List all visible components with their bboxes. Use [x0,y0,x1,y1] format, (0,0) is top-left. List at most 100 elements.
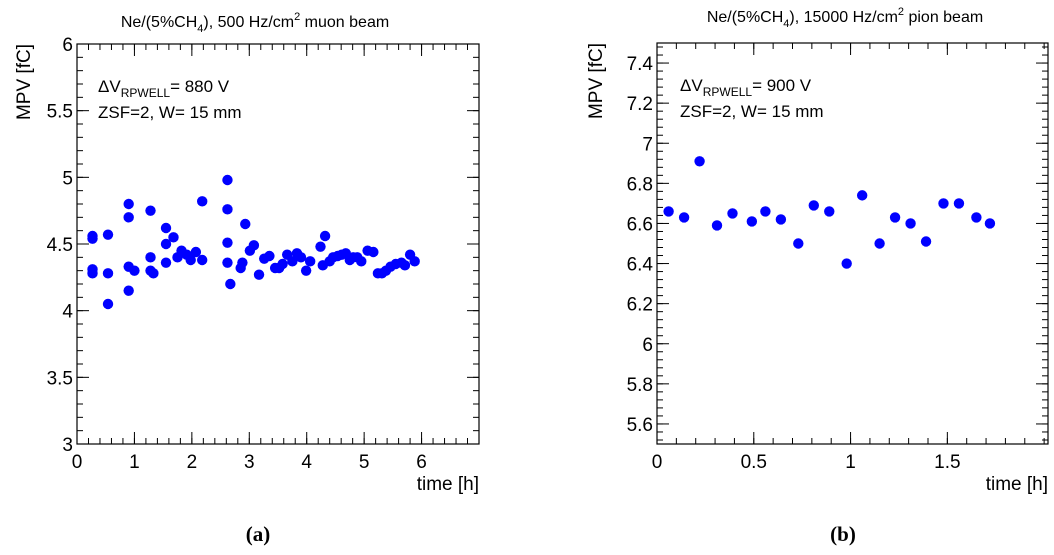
data-point [222,174,233,186]
x-tick-label: 4 [301,452,312,473]
data-point [727,208,738,219]
panel-a-title: Ne/(5%CH4), 500 Hz/cm2 muon beam [121,11,389,35]
y-tick-label: 6.6 [627,214,653,235]
y-tick-label: 6.4 [627,255,654,276]
data-point [889,212,901,223]
data-point [905,218,916,229]
data-point [222,257,233,268]
data-point [196,196,208,207]
panel-a-caption: (a) [246,522,271,546]
x-tick-label: 1 [129,452,140,473]
data-point [304,256,316,267]
data-point [102,268,114,279]
x-tick-label: 1.5 [934,452,960,473]
data-point [196,254,208,266]
data-point [145,252,156,263]
x-tick-label: 0.5 [741,452,767,473]
data-point [160,238,172,250]
panel-b-data-points [663,156,996,269]
data-point [678,212,690,223]
data-point [123,212,134,223]
panel-a-x-axis-label: time [h] [417,474,479,495]
panel-b-title: Ne/(5%CH4), 15000 Hz/cm2 pion beam [707,6,983,30]
panel-b-y-axis-label: MPV [fC] [586,43,607,119]
data-point [87,268,98,279]
data-point [319,230,331,242]
data-point [225,278,236,290]
data-point [409,256,420,267]
data-point [248,240,260,251]
data-point [711,220,723,231]
y-tick-label: 5 [62,168,73,189]
y-tick-label: 5.8 [627,375,653,396]
panel-a: Ne/(5%CH4), 500 Hz/cm2 muon beam 0 1 2 3 4 5 6… [14,11,480,546]
data-point [953,198,965,209]
data-point [808,200,819,211]
panel-a-annotation-voltage: ΔVRPWELL= 880 V [98,77,230,100]
data-point [793,238,804,249]
data-point [160,257,172,268]
y-tick-label: 5.5 [47,102,73,123]
data-point [356,256,367,267]
x-tick-label: 0 [72,452,83,473]
data-point [856,190,868,201]
data-point [145,205,156,216]
data-point [277,258,288,270]
data-point [148,268,159,279]
y-tick-label: 3 [62,435,73,456]
data-point [938,198,949,209]
data-point [87,233,98,244]
data-point [123,198,134,210]
data-point [399,260,411,271]
data-point [984,218,996,229]
panel-a-annotation-settings: ZSF=2, W= 15 mm [98,103,242,122]
panel-b-x-axis-label: time [h] [986,474,1048,495]
data-point [746,216,758,227]
data-point [240,218,251,230]
data-point [102,229,114,240]
panel-b-annotation-voltage: ΔVRPWELL= 900 V [680,76,812,99]
data-point [694,156,705,167]
data-point [874,238,885,249]
data-point [663,206,674,217]
data-point [102,298,114,310]
y-tick-label: 6 [642,335,653,356]
x-tick-label: 5 [359,452,370,473]
data-point [920,236,932,247]
data-point [841,258,852,269]
data-point [824,206,835,217]
data-point [368,246,379,258]
panel-b-x-tick-labels: 0 0.5 1 1.5 [652,452,961,473]
panel-b-annotation-settings: ZSF=2, W= 15 mm [680,102,824,121]
panel-a-ticks [76,43,480,445]
data-point [264,250,275,262]
x-tick-label: 1 [845,452,856,473]
y-tick-label: 7.4 [627,54,654,75]
y-tick-label: 4.5 [47,235,73,256]
data-point [287,256,298,267]
x-tick-label: 2 [187,452,198,473]
data-point [129,265,140,276]
data-point [160,222,172,234]
data-point [237,257,248,268]
y-tick-label: 4 [62,302,73,323]
data-point [168,232,179,243]
panel-a-x-tick-labels: 0 1 2 3 4 5 6 [72,452,427,473]
data-point [185,254,196,266]
panel-b: Ne/(5%CH4), 15000 Hz/cm2 pion beam 0 0.5 1… [586,6,1049,546]
y-tick-label: 7 [642,134,653,155]
data-point [775,214,787,225]
y-tick-label: 7.2 [627,94,653,115]
panel-b-frame [656,42,1049,445]
data-point [300,265,312,276]
panel-a-y-tick-labels: 3 3.5 4 4.5 5 5.5 6 [47,35,74,456]
panel-b-ticks [656,43,1048,444]
y-tick-label: 3.5 [47,368,73,389]
data-point [123,285,134,296]
x-tick-label: 3 [244,452,255,473]
data-point [222,204,233,215]
x-tick-label: 6 [416,452,427,473]
data-point [760,206,771,217]
y-tick-label: 5.6 [627,415,653,436]
